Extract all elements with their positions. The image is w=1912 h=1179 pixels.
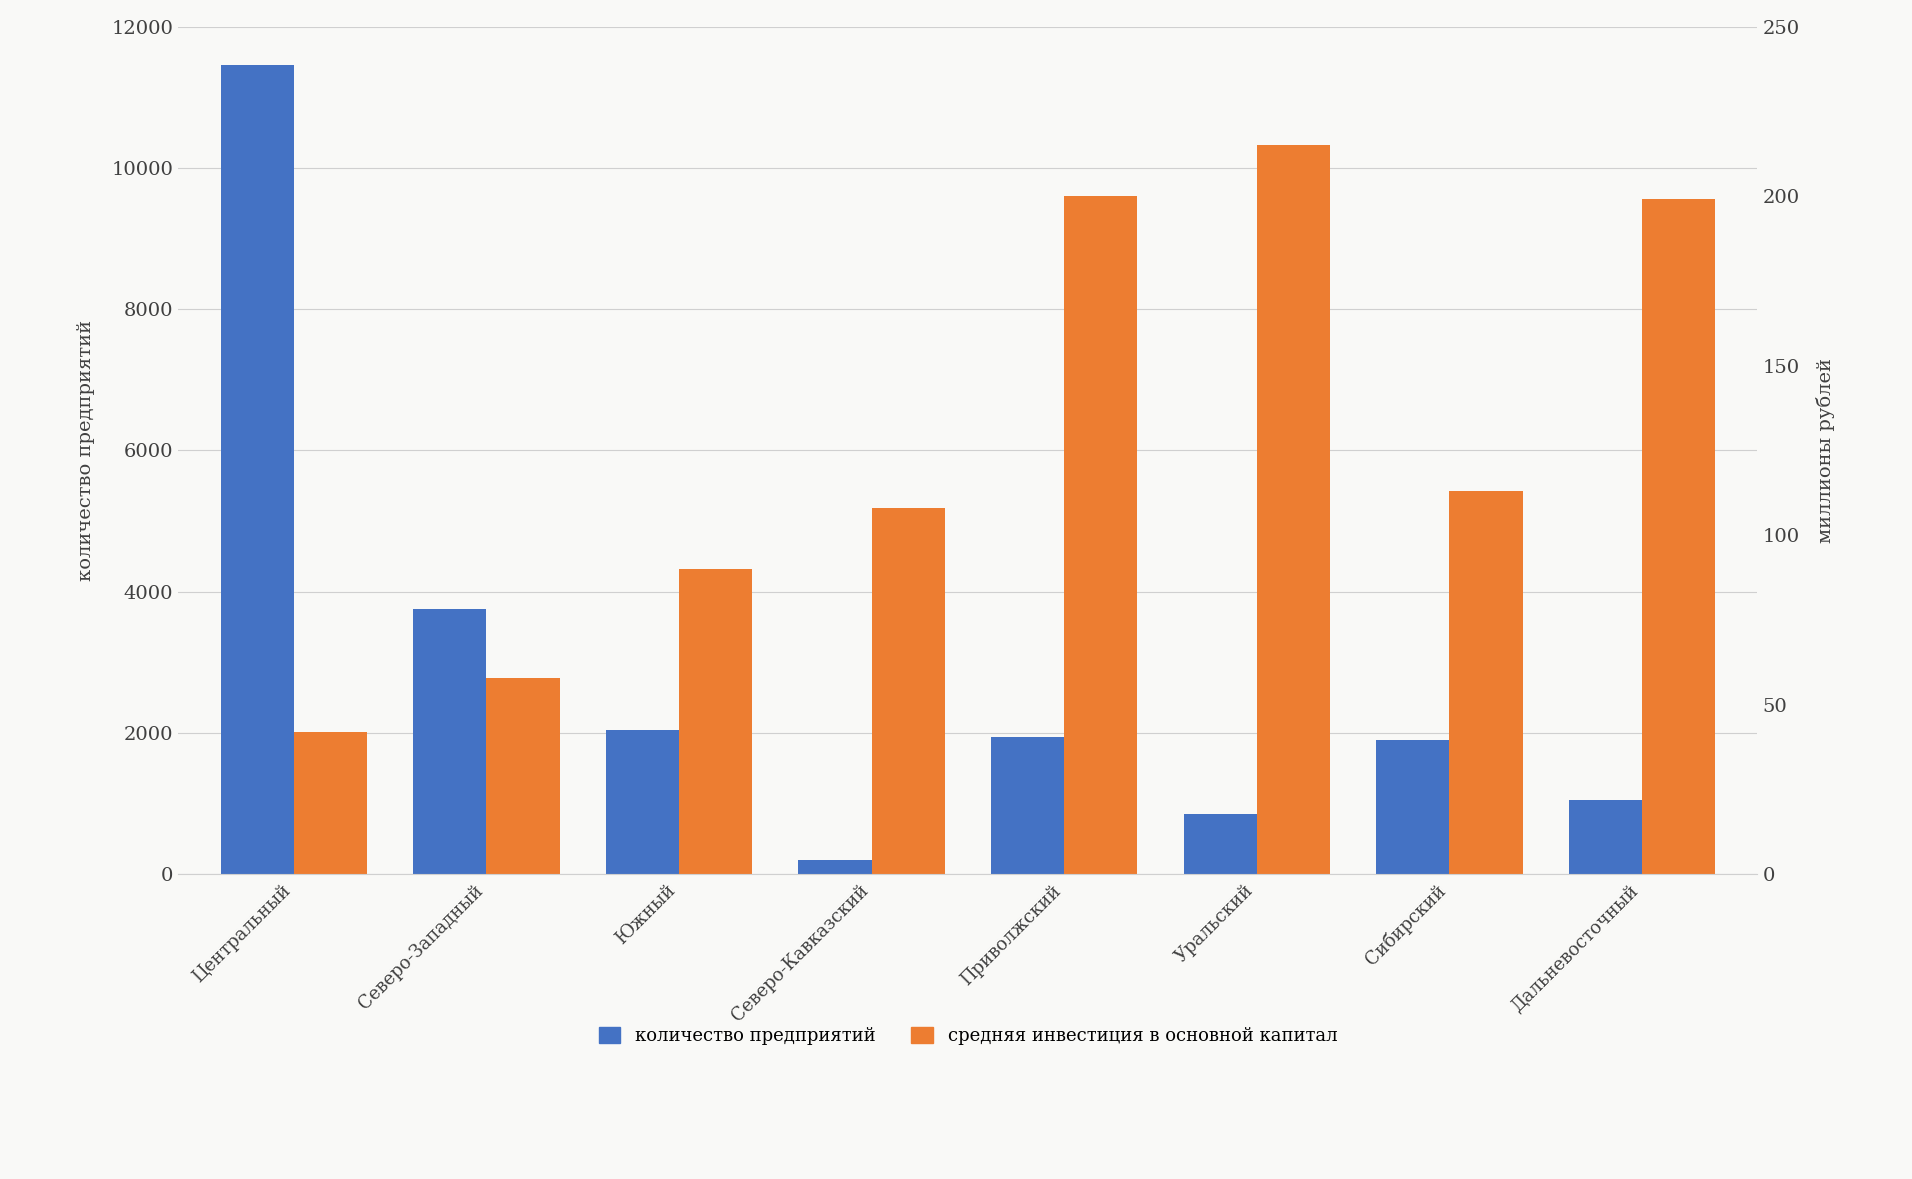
Y-axis label: миллионы рублей: миллионы рублей — [1816, 358, 1836, 544]
Bar — [1568, 801, 1642, 875]
Bar — [1065, 196, 1138, 875]
Bar — [413, 610, 486, 875]
Bar — [486, 678, 560, 875]
Bar — [872, 508, 945, 875]
Bar — [1377, 740, 1449, 875]
Y-axis label: количество предприятий: количество предприятий — [76, 320, 96, 581]
Legend: количество предприятий, средняя инвестиция в основной капитал: количество предприятий, средняя инвестиц… — [591, 1020, 1344, 1052]
Bar — [1449, 492, 1522, 875]
Bar — [220, 65, 294, 875]
Bar — [1184, 815, 1256, 875]
Bar — [294, 732, 367, 875]
Bar — [799, 861, 872, 875]
Bar — [1256, 145, 1331, 875]
Bar — [990, 737, 1065, 875]
Bar — [679, 569, 751, 875]
Bar — [1642, 199, 1715, 875]
Bar — [606, 730, 679, 875]
